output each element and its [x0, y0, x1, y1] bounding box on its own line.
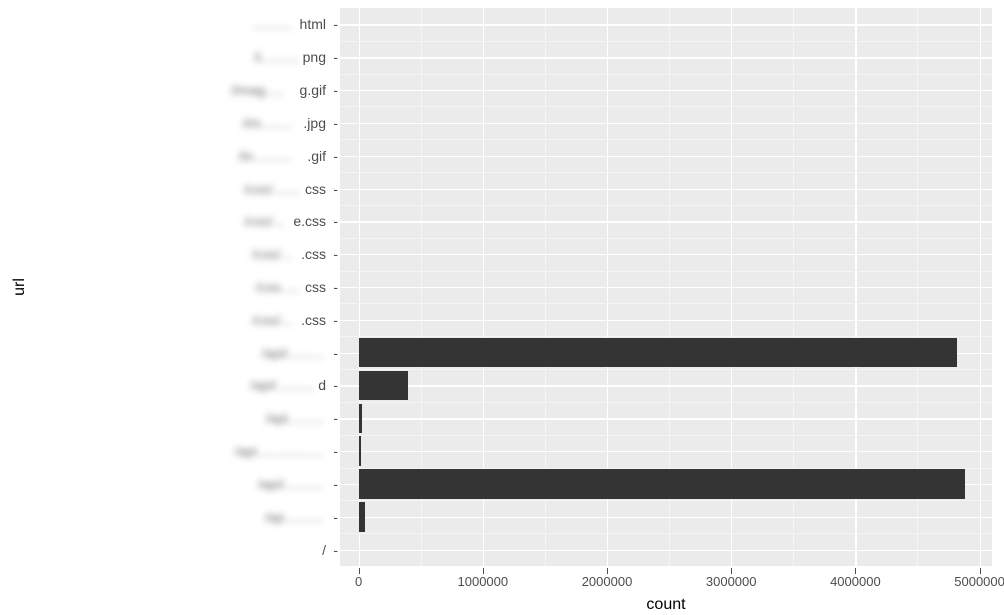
y-tick-label-obscured: /css/... [252, 312, 292, 328]
chart-container: url count html-..........png-/i.........… [0, 0, 1004, 615]
y-tick-label-obscured: /api......... [265, 410, 323, 426]
grid-minor-h [340, 139, 992, 140]
grid-minor-h [340, 369, 992, 370]
x-tick-mark [855, 568, 856, 574]
y-tick-label: css [305, 279, 326, 295]
y-tick-dash-text: - [333, 345, 338, 361]
y-tick-label-obscured: /css..... [256, 279, 300, 295]
y-tick-label-obscured: /css/... [244, 213, 284, 229]
x-tick-label: 4000000 [830, 574, 881, 589]
y-tick-dash-text: - [333, 509, 338, 525]
y-tick-label-obscured: /css/... [252, 246, 292, 262]
y-tick-dash-text: - [333, 49, 338, 65]
x-tick-label: 0 [355, 574, 362, 589]
y-tick-dash-text: - [333, 82, 338, 98]
y-tick-label-obscured: /css/....... [244, 181, 300, 197]
y-tick-label-obscured: /api................. [234, 443, 323, 459]
y-axis-labels: html-..........png-/i..........g.gif-/im… [0, 8, 326, 566]
plot-panel [340, 8, 992, 566]
bar [359, 338, 958, 368]
x-tick-mark [980, 568, 981, 574]
y-tick-label: html [300, 16, 326, 32]
y-tick-dash-text: - [333, 476, 338, 492]
y-tick-label: png [303, 49, 326, 65]
y-tick-label: / [322, 542, 326, 558]
x-tick-mark [731, 568, 732, 574]
grid-minor-h [340, 172, 992, 173]
grid-minor-h [340, 402, 992, 403]
grid-major-h [340, 189, 992, 190]
grid-major-h [340, 517, 992, 518]
x-tick-mark [359, 568, 360, 574]
y-tick-label: .css [301, 312, 326, 328]
grid-major-h [340, 123, 992, 124]
y-tick-label-obscured: /in.......... [239, 148, 293, 164]
grid-major-h [340, 320, 992, 321]
grid-major-h [340, 385, 992, 386]
y-tick-dash-text: - [333, 115, 338, 131]
grid-minor-h [340, 41, 992, 42]
grid-major-h [340, 57, 992, 58]
grid-major-h [340, 550, 992, 551]
bar [359, 371, 409, 401]
y-tick-label: .jpg [303, 115, 326, 131]
y-tick-label-obscured: /im........ [242, 115, 292, 131]
grid-minor-h [340, 205, 992, 206]
y-tick-dash-text: - [333, 542, 338, 558]
x-tick-mark [607, 568, 608, 574]
x-tick-label: 3000000 [706, 574, 757, 589]
y-tick-dash-text: - [333, 148, 338, 164]
bar [359, 404, 363, 434]
y-tick-dash-text: - [333, 377, 338, 393]
y-tick-label-obscured: /imag..... [231, 82, 285, 98]
grid-minor-h [340, 435, 992, 436]
bar [359, 502, 365, 532]
grid-minor-h [340, 533, 992, 534]
grid-minor-h [340, 500, 992, 501]
grid-minor-h [340, 74, 992, 75]
y-tick-dash-text: - [333, 410, 338, 426]
y-tick-dash-text: - [333, 443, 338, 459]
y-tick-label-obscured: /api/.......... [250, 377, 315, 393]
y-tick-label: .gif [307, 148, 326, 164]
grid-minor-h [340, 238, 992, 239]
y-tick-label: css [305, 181, 326, 197]
grid-major-h [340, 254, 992, 255]
grid-minor-h [340, 303, 992, 304]
x-tick-mark [483, 568, 484, 574]
x-tick-label: 2000000 [582, 574, 633, 589]
y-tick-dash-text: - [333, 279, 338, 295]
grid-major-h [340, 287, 992, 288]
y-tick-label-obscured: /i.......... [254, 49, 300, 65]
grid-minor-h [340, 271, 992, 272]
bar [359, 436, 361, 466]
y-tick-label: d [318, 377, 326, 393]
grid-major-h [340, 221, 992, 222]
grid-major-h [340, 418, 992, 419]
y-tick-label: e.css [293, 213, 326, 229]
grid-major-h [340, 24, 992, 25]
y-tick-dash-text: - [333, 213, 338, 229]
y-tick-label: .css [301, 246, 326, 262]
x-tick-label: 5000000 [954, 574, 1004, 589]
y-tick-label-obscured: /api/......... [262, 345, 323, 361]
y-tick-dash-text: - [333, 16, 338, 32]
y-tick-dash-text: - [333, 246, 338, 262]
y-tick-label-obscured: /api/.......... [258, 476, 323, 492]
y-tick-dash-text: - [333, 181, 338, 197]
x-tick-label: 1000000 [458, 574, 509, 589]
grid-major-h [340, 451, 992, 452]
y-tick-label: g.gif [300, 82, 326, 98]
y-tick-dash-text: - [333, 312, 338, 328]
x-axis-title: count [646, 596, 685, 614]
grid-major-h [340, 156, 992, 157]
bar [359, 469, 965, 499]
y-tick-label-obscured: .......... [253, 16, 292, 32]
y-tick-label-obscured: /ap.......... [265, 509, 323, 525]
grid-minor-h [340, 106, 992, 107]
grid-major-h [340, 90, 992, 91]
